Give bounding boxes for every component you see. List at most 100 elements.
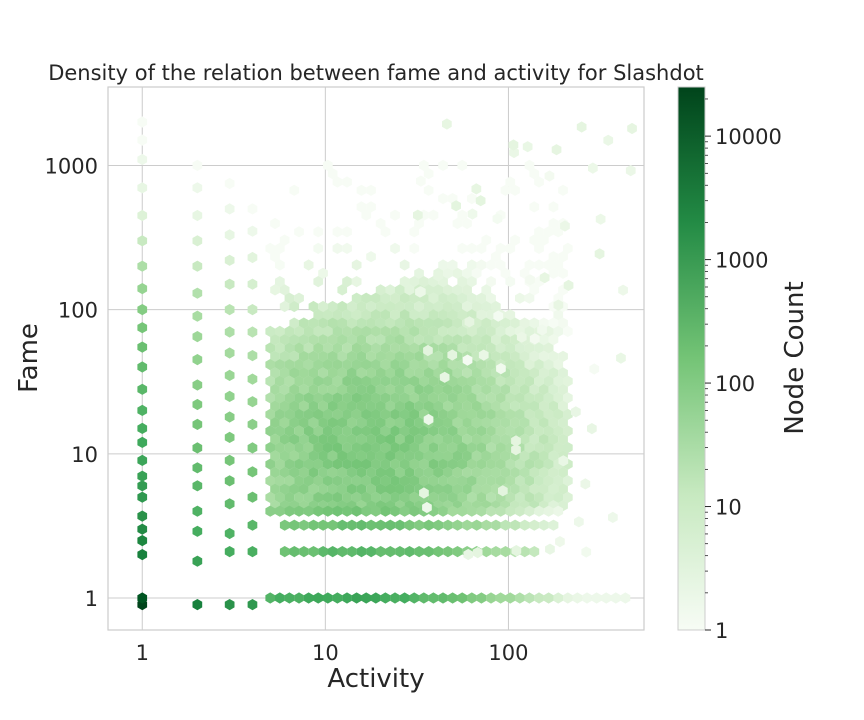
hex-cell [409,475,420,487]
hex-cell [558,350,568,362]
hex-cell [279,234,290,246]
hex-cell [356,201,367,213]
hex-cell [375,350,386,362]
hex-cell [481,334,492,346]
hex-cell [544,170,555,182]
hex-cell [270,433,280,445]
hex-cell [563,375,573,387]
hex-cell [539,272,550,284]
hex-cell [524,475,535,487]
hex-cell [366,519,376,531]
hex-cell [539,519,549,531]
hex-cell [539,367,549,379]
hex-cell [347,317,357,329]
hex-cell [515,425,525,437]
hex-cell [534,408,544,420]
hex-cell [247,350,258,362]
hex-cell [457,425,468,437]
hex-cell [486,359,496,371]
hex-cell [303,408,314,420]
hex-cell [342,242,352,254]
colorbar-tick-label: 100 [715,372,755,396]
hex-cell [495,592,506,604]
hex-cell [443,267,453,279]
hex-cell [515,342,525,354]
hex-cell [303,491,314,503]
hex-cell [505,505,516,517]
hex-cell [356,317,367,329]
hex-cell [574,516,584,528]
hex-cell [270,367,280,379]
hex-cell [404,400,415,412]
hex-cell [443,334,453,346]
hex-cell [323,359,333,371]
hex-cell [471,267,482,279]
hex-cell [475,195,486,207]
hex-cell [224,498,235,510]
hex-cell [289,400,300,412]
hex-cell [192,462,203,474]
hex-cell [270,383,280,396]
hex-cell [390,242,400,254]
hex-cell [313,226,324,238]
hex-cell [323,392,333,404]
hex-cell [404,284,415,296]
hex-cell [534,425,544,437]
hex-cell [308,483,319,495]
hex-cell [433,284,444,296]
hex-cell [443,317,453,329]
hex-cell [192,398,203,411]
hex-cell [443,400,453,412]
hex-cell [551,144,562,156]
hex-cell [323,592,333,604]
hex-cell [505,325,516,337]
hex-cell [308,400,319,412]
colorbar: 1 10 100 1000 10000 Node Count [677,86,810,643]
hex-cell [371,309,381,321]
hex-cell [137,535,148,547]
hex-cell [510,350,520,362]
hex-cell [438,292,448,304]
hex-cell [529,433,540,445]
hex-cell [505,309,516,321]
hex-cell [284,475,295,487]
hex-cell [380,309,391,321]
hex-cell [371,392,381,404]
hex-cell [342,176,352,188]
hex-cell [303,392,314,404]
hex-cell [481,433,492,445]
hex-cell [481,400,492,412]
hex-cell [192,442,203,454]
hex-cell [505,392,516,404]
hex-cell [380,392,391,404]
plot-frame [107,86,645,631]
hex-cell [275,442,285,454]
hex-cell [351,475,362,487]
hex-cell [361,359,372,371]
hex-cell [337,546,348,558]
hex-cell [471,417,482,429]
hex-cell [361,458,372,470]
hex-cell [375,217,386,230]
hex-cell [481,284,492,296]
hex-cell [423,400,434,412]
hex-cell [471,400,482,412]
hex-cell [481,483,492,495]
hex-cell [270,400,280,412]
hex-cell [395,466,405,479]
hex-cell [279,350,290,362]
hex-cell [247,519,258,531]
hex-cell [270,334,280,346]
hex-cell [366,417,376,429]
hex-cell [467,276,477,288]
hex-cell [438,475,448,487]
hex-cell [409,425,420,437]
hex-cell [534,359,544,371]
hex-cell [447,392,458,404]
hex-cell [438,408,448,420]
hex-cell [224,254,235,266]
hex-cell [323,442,333,454]
hex-cell [247,418,258,430]
hex-cell [371,458,381,470]
hex-cell [337,466,348,479]
